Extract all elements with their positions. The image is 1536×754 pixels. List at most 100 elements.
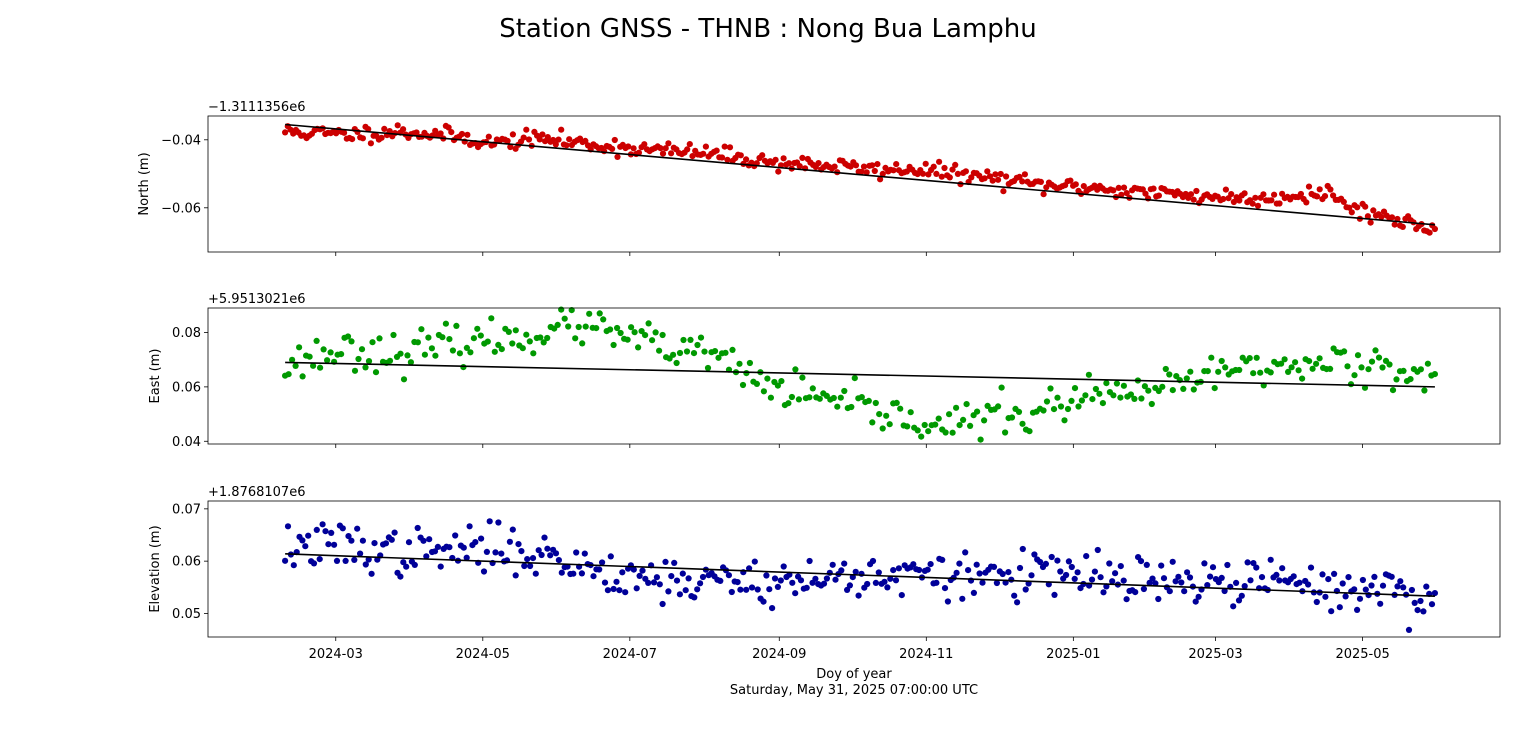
- data-point: [1065, 558, 1072, 565]
- data-point: [933, 170, 940, 177]
- data-point: [1178, 579, 1185, 586]
- data-point: [1221, 587, 1228, 595]
- data-point: [1364, 213, 1371, 220]
- data-point: [785, 400, 792, 407]
- data-point: [922, 160, 929, 167]
- data-point: [684, 146, 691, 153]
- data-point: [613, 578, 620, 585]
- data-point: [668, 150, 675, 157]
- data-point: [875, 569, 882, 576]
- data-point: [622, 589, 629, 596]
- data-point: [386, 357, 394, 364]
- data-point: [1356, 595, 1364, 602]
- data-point: [400, 559, 407, 566]
- elevation-ylabel: Elevation (m): [148, 525, 163, 612]
- data-point: [715, 354, 722, 361]
- data-point: [1201, 560, 1208, 567]
- data-point: [764, 375, 771, 382]
- data-point: [426, 536, 433, 543]
- north-ylabel: North (m): [137, 152, 152, 215]
- east-ylabel: East (m): [148, 349, 163, 404]
- data-point: [1391, 221, 1398, 228]
- data-point: [883, 412, 890, 419]
- data-point: [1325, 576, 1332, 583]
- data-point: [601, 579, 609, 586]
- panel-north: −1.3111356e6 North (m) −0.04 −0.06: [137, 100, 1501, 256]
- data-point: [292, 362, 299, 369]
- data-point: [614, 153, 621, 160]
- data-point: [796, 163, 803, 170]
- data-point: [555, 557, 563, 564]
- x-tick-label: 2024-03: [309, 647, 363, 662]
- data-point: [670, 351, 677, 358]
- data-point: [1209, 564, 1217, 571]
- data-point: [1155, 387, 1162, 395]
- data-point: [1091, 568, 1098, 575]
- data-point: [348, 338, 355, 345]
- data-point: [483, 548, 490, 556]
- data-point: [397, 350, 404, 357]
- data-point: [495, 341, 502, 348]
- data-point: [565, 323, 572, 330]
- data-point: [737, 152, 744, 159]
- data-point: [1241, 583, 1248, 590]
- data-point: [1367, 219, 1374, 226]
- data-point: [631, 329, 638, 336]
- data-point: [610, 341, 617, 349]
- data-point: [1112, 570, 1119, 577]
- data-point: [1138, 395, 1145, 402]
- data-point: [1252, 194, 1259, 201]
- data-point: [919, 170, 927, 177]
- data-point: [657, 145, 664, 152]
- data-point: [1414, 607, 1421, 614]
- panel-east: +5.9513021e6 East (m) 0.04 0.06 0.08: [148, 292, 1501, 450]
- data-point: [767, 394, 775, 401]
- data-point: [869, 557, 877, 565]
- data-point: [1166, 588, 1173, 595]
- data-point: [611, 136, 618, 144]
- data-point: [1043, 184, 1050, 191]
- data-point: [699, 573, 707, 581]
- data-point: [1345, 574, 1352, 581]
- data-point: [547, 552, 554, 559]
- x-tick-label: 2025-05: [1335, 647, 1389, 662]
- data-point: [1340, 198, 1347, 205]
- data-point: [713, 147, 720, 154]
- data-point: [766, 586, 773, 593]
- data-point: [519, 345, 526, 352]
- data-point: [593, 325, 600, 332]
- data-point: [863, 169, 870, 176]
- data-point: [949, 429, 956, 436]
- data-point: [914, 427, 921, 434]
- data-point: [946, 174, 953, 181]
- data-point: [1187, 191, 1195, 198]
- data-point: [458, 130, 466, 138]
- data-point: [962, 168, 970, 175]
- y-tick-label: 0.04: [172, 435, 201, 450]
- data-point: [425, 334, 432, 341]
- data-point: [668, 573, 675, 580]
- data-point: [970, 589, 978, 597]
- data-point: [984, 402, 991, 409]
- data-point: [563, 142, 570, 149]
- data-point: [1057, 568, 1064, 575]
- data-point: [1319, 571, 1326, 578]
- y-tick-label: 0.08: [172, 326, 201, 341]
- data-point: [1096, 390, 1103, 397]
- data-point: [944, 598, 952, 605]
- data-point: [1186, 574, 1194, 581]
- data-point: [371, 540, 378, 547]
- data-point: [1389, 387, 1397, 394]
- data-point: [1127, 391, 1134, 398]
- data-point: [959, 595, 966, 602]
- data-point: [777, 577, 784, 584]
- data-point: [484, 338, 491, 345]
- data-point: [642, 332, 649, 339]
- data-point: [1342, 593, 1349, 600]
- data-point: [1386, 361, 1393, 368]
- data-point: [1246, 355, 1253, 362]
- data-point: [400, 126, 407, 133]
- data-point: [921, 421, 928, 429]
- data-point: [1220, 195, 1227, 203]
- data-point: [1428, 601, 1436, 608]
